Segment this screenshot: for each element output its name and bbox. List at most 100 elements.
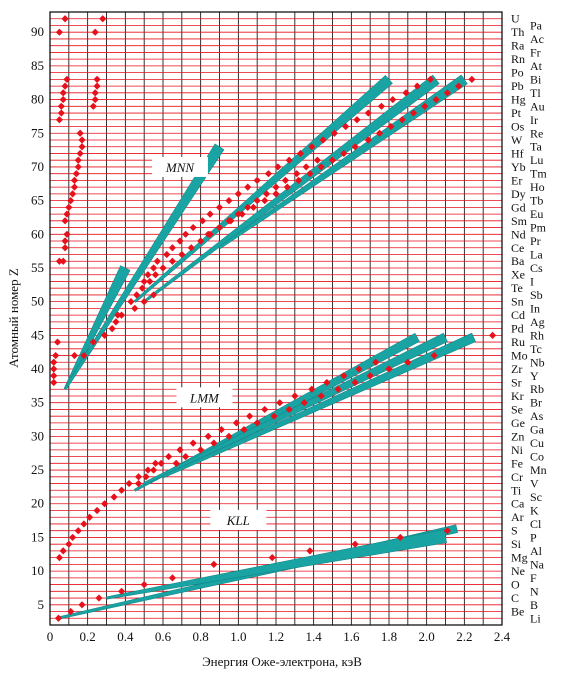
plot-frame [49, 11, 503, 626]
data-point-mnn [70, 351, 79, 360]
data-point-kll [443, 527, 451, 535]
element-label-po: Po [511, 66, 524, 80]
element-label-ne: Ne [511, 564, 525, 578]
band-label-box [210, 509, 267, 530]
data-point-kll [268, 554, 276, 562]
data-point-noo [61, 15, 69, 23]
element-label-pr: Pr [530, 234, 541, 248]
data-point-mnn [89, 338, 97, 346]
band-label-lmm: LMM [189, 390, 220, 405]
element-label-ta: Ta [530, 140, 542, 154]
data-point-lmm [276, 399, 284, 407]
data-point-mnn [215, 203, 224, 211]
data-point-noo [89, 102, 97, 110]
data-point-mnn [272, 190, 280, 198]
element-label-yb: Yb [511, 160, 526, 174]
element-label-re: Re [530, 126, 543, 140]
data-point-mnn [114, 311, 122, 319]
element-label-ga: Ga [530, 423, 545, 437]
element-label-ho: Ho [530, 180, 545, 194]
data-point-mnn [225, 197, 233, 205]
data-point-noo [91, 95, 99, 104]
data-point-lmm [404, 358, 412, 366]
data-point-lmm [217, 426, 225, 434]
data-point-mnn [319, 136, 327, 144]
x-tick-label: 2.0 [419, 629, 435, 644]
data-point-mnn [283, 183, 291, 191]
data-point-lmm [261, 405, 269, 414]
band-lmm-2 [143, 332, 448, 485]
element-label-te: Te [511, 281, 523, 295]
data-point-kll [95, 594, 103, 602]
data-point-lmm [204, 432, 212, 440]
data-point-lmm [93, 506, 101, 515]
data-point-mnn [398, 116, 406, 124]
data-point-lmm [157, 459, 165, 467]
data-point-noo [61, 217, 69, 225]
element-label-dy: Dy [511, 187, 526, 201]
data-point-noo [50, 365, 58, 373]
data-point-noo [55, 116, 64, 124]
element-label-tb: Tb [530, 194, 543, 208]
element-label-b: B [530, 598, 538, 612]
data-point-mnn [302, 163, 310, 171]
element-label-be: Be [511, 605, 524, 619]
x-tick-label: 1.2 [268, 629, 284, 644]
data-point-noo [53, 338, 62, 346]
data-point-noo [72, 170, 80, 178]
element-label-at: At [530, 59, 543, 73]
element-label-os: Os [511, 120, 525, 134]
data-point-mnn [426, 75, 435, 83]
data-point-mnn [364, 109, 372, 117]
element-label-hf: Hf [511, 146, 524, 160]
data-point-noo [70, 176, 79, 185]
band-label-mnn: MNN [165, 160, 196, 175]
y-tick-label: 60 [31, 226, 44, 241]
data-point-mnn [168, 244, 177, 252]
data-point-kll [168, 574, 177, 582]
data-point-lmm [430, 351, 438, 360]
data-point-kll [306, 547, 314, 555]
data-point-lmm [144, 466, 152, 474]
data-point-mnn [206, 210, 214, 218]
data-point-mnn [468, 75, 476, 83]
element-label-fe: Fe [511, 456, 523, 470]
element-label-li: Li [530, 611, 541, 625]
data-point-noo [93, 82, 101, 90]
element-label-tl: Tl [530, 86, 541, 100]
data-point-lmm [308, 385, 316, 393]
element-label-ce: Ce [511, 241, 524, 255]
data-point-mnn [409, 109, 418, 117]
element-label-p: P [530, 530, 537, 544]
data-point-noo [55, 257, 64, 265]
data-point-noo [67, 197, 75, 205]
data-point-kll [78, 601, 86, 609]
element-label-ra: Ra [511, 39, 525, 53]
element-label-v: V [530, 477, 539, 491]
y-tick-label: 75 [31, 125, 44, 140]
data-point-noo [74, 156, 82, 164]
data-point-mnn [168, 257, 177, 265]
data-point-lmm [355, 365, 363, 373]
data-point-mnn [296, 149, 305, 158]
data-point-mnn [112, 318, 120, 326]
data-point-mnn [293, 170, 301, 178]
band-mnn-2 [63, 143, 225, 391]
element-label-in: In [530, 301, 540, 315]
element-label-ba: Ba [511, 254, 525, 268]
element-label-fr: Fr [530, 45, 541, 59]
element-label-mo: Mo [511, 349, 528, 363]
element-label-cs: Cs [530, 261, 543, 275]
data-point-noo [61, 237, 69, 245]
element-label-kr: Kr [511, 389, 524, 403]
data-point-mnn [138, 284, 146, 292]
data-point-lmm [85, 513, 94, 521]
data-point-lmm [210, 439, 218, 447]
data-point-noo [76, 129, 84, 137]
series-kll [54, 527, 451, 622]
element-label-er: Er [511, 173, 522, 187]
data-point-lmm [246, 412, 254, 420]
x-axis-label: Энергия Оже-электрона, кэВ [202, 654, 362, 669]
